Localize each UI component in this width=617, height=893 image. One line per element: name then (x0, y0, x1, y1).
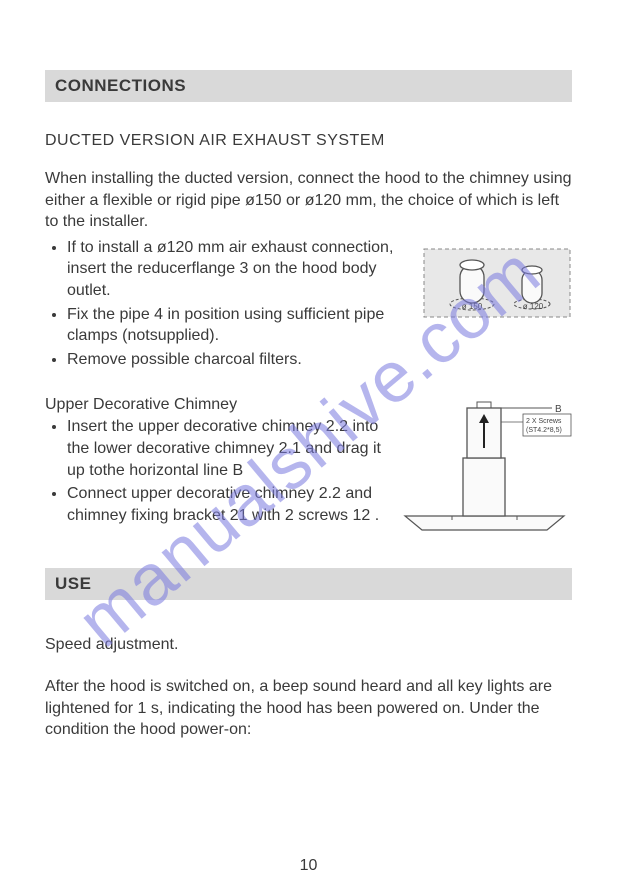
upper-chimney-subtitle: Upper Decorative Chimney (45, 396, 385, 414)
speed-adjustment: Speed adjustment. (45, 634, 572, 656)
svg-text:2 X Screws: 2 X Screws (526, 418, 562, 425)
list-item: Insert the upper decorative chimney 2.2 … (67, 416, 385, 481)
figure-pipe-outlet: ø 150 ø 120 (422, 237, 572, 373)
section-header-use: USE (45, 568, 572, 600)
list-item: Remove possible charcoal filters. (67, 349, 410, 371)
svg-text:ø 150: ø 150 (462, 302, 483, 311)
svg-text:(ST4.2*8,5): (ST4.2*8,5) (526, 427, 562, 434)
bullets-chimney: Insert the upper decorative chimney 2.2 … (45, 416, 385, 526)
intro-paragraph: When installing the ducted version, conn… (45, 168, 572, 233)
ducted-subheading: DUCTED VERSION AIR EXHAUST SYSTEM (45, 132, 572, 150)
svg-text:B: B (555, 404, 562, 415)
page-number: 10 (0, 857, 617, 875)
list-item: Fix the pipe 4 in position using suffici… (67, 304, 410, 347)
power-on-paragraph: After the hood is switched on, a beep so… (45, 676, 572, 741)
figure-chimney: B 2 X Screws (ST4.2*8,5) (397, 390, 572, 540)
row-exhaust: If to install a ø120 mm air exhaust conn… (45, 237, 572, 373)
svg-text:ø 120: ø 120 (523, 302, 544, 311)
bullets-exhaust: If to install a ø120 mm air exhaust conn… (45, 237, 410, 371)
row-chimney: Upper Decorative Chimney Insert the uppe… (45, 390, 572, 540)
list-item: Connect upper decorative chimney 2.2 and… (67, 483, 385, 526)
list-item: If to install a ø120 mm air exhaust conn… (67, 237, 410, 302)
section-header-connections: CONNECTIONS (45, 70, 572, 102)
